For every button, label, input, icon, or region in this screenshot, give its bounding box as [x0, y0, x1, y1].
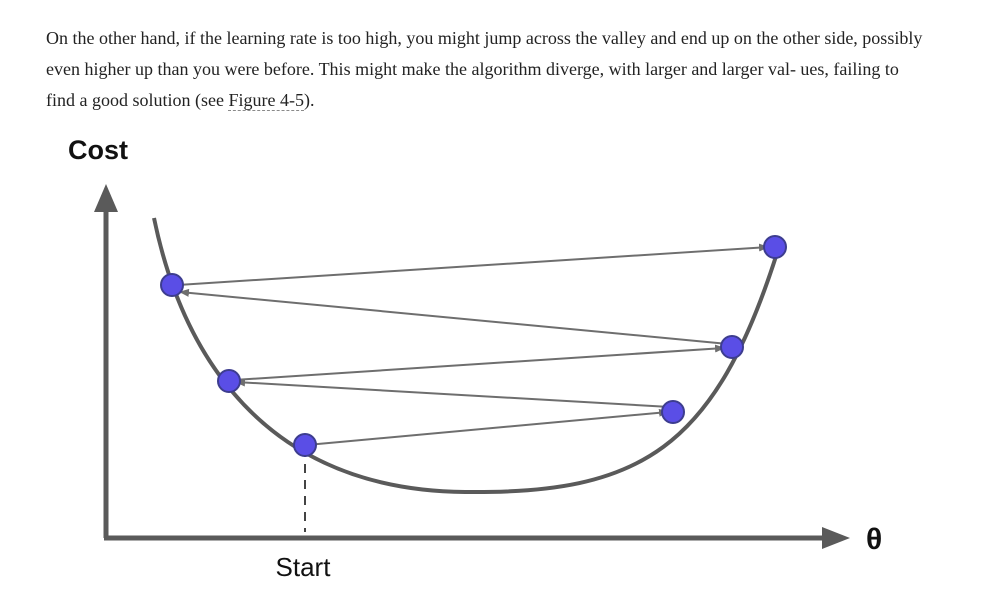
step-point	[720, 335, 744, 359]
step-arrow	[235, 378, 671, 408]
step-arrow	[179, 288, 729, 345]
step-arrow	[177, 243, 769, 286]
start-label: Start	[276, 552, 332, 582]
step-arrows	[177, 243, 769, 446]
y-axis-label: Cost	[68, 135, 128, 165]
step-point	[217, 369, 241, 393]
paragraph-text-after: ).	[303, 90, 315, 110]
step-arrow	[233, 344, 725, 381]
y-axis-arrowhead	[94, 184, 118, 212]
x-axis-arrowhead	[822, 527, 850, 549]
body-paragraph: On the other hand, if the learning rate …	[46, 23, 926, 116]
step-point	[661, 400, 685, 424]
step-point	[160, 273, 184, 297]
step-point	[763, 235, 787, 259]
figure-4-5-link[interactable]: Figure 4-5	[228, 90, 304, 111]
x-axis-label: θ	[866, 523, 882, 556]
gradient-descent-divergence-figure: Cost θ Start	[68, 135, 882, 582]
axes	[94, 184, 850, 549]
step-points	[160, 235, 787, 457]
paragraph-text-before: On the other hand, if the learning rate …	[46, 28, 923, 110]
step-arrow	[306, 408, 669, 446]
cost-curve	[152, 217, 780, 495]
start-point	[293, 433, 317, 457]
